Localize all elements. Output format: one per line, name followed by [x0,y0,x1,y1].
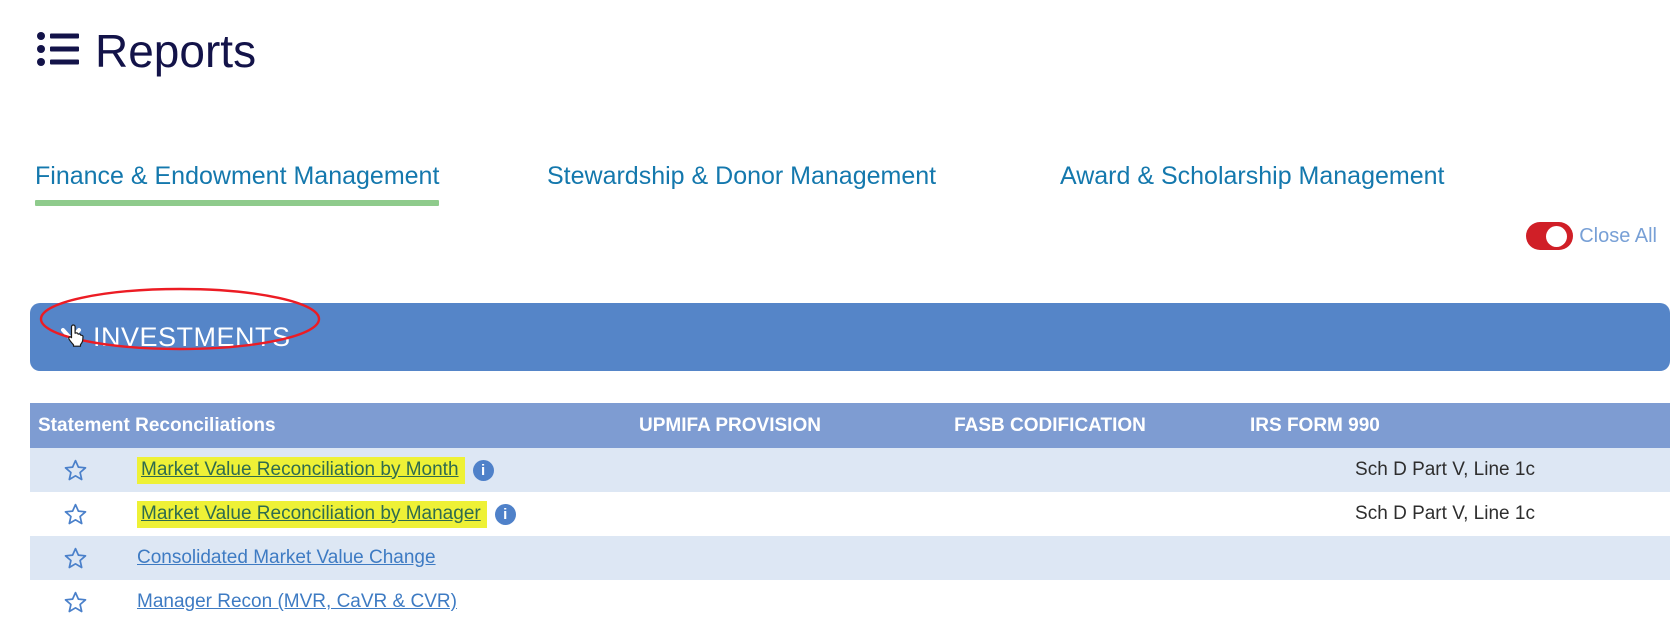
report-link-consolidated-market-value-change[interactable]: Consolidated Market Value Change [137,547,436,568]
investments-report-table: Statement Reconciliations UPMIFA PROVISI… [30,403,1670,624]
table-header-row: Statement Reconciliations UPMIFA PROVISI… [30,403,1670,448]
section-title: INVESTMENTS [93,321,291,352]
toggle-knob [1546,225,1568,247]
table-row: Market Value Reconciliation by Month i S… [30,448,1670,492]
irs-form-990-cell: Sch D Part V, Line 1c [1355,503,1535,524]
page-header: Reports [36,24,256,78]
column-header-statement-reconciliations: Statement Reconciliations [38,414,276,436]
favorite-star-icon[interactable] [30,502,120,526]
column-header-irs-form-990: IRS FORM 990 [1250,414,1380,436]
tab-bar: Finance & Endowment Management Stewardsh… [0,162,1675,212]
report-link-market-value-reconciliation-by-manager[interactable]: Market Value Reconciliation by Manager [137,500,487,528]
section-header-investments[interactable]: INVESTMENTS [30,303,1670,371]
report-link-market-value-reconciliation-by-month[interactable]: Market Value Reconciliation by Month [137,456,465,484]
report-link-manager-recon-mvr-cavr-cvr[interactable]: Manager Recon (MVR, CaVR & CVR) [137,591,457,612]
irs-form-990-cell: Sch D Part V, Line 1c [1355,459,1535,480]
table-row: Market Value Reconciliation by Manager i… [30,492,1670,536]
tab-award-scholarship-management[interactable]: Award & Scholarship Management [1060,162,1445,190]
chevron-down-icon[interactable] [60,327,82,348]
table-row: Manager Recon (MVR, CaVR & CVR) [30,580,1670,624]
page-title: Reports [95,25,257,77]
favorite-star-icon[interactable] [30,590,120,614]
close-all-toggle[interactable] [1526,222,1574,250]
tab-finance-endowment-management[interactable]: Finance & Endowment Management [35,162,439,206]
info-icon[interactable]: i [472,459,494,481]
table-row: Consolidated Market Value Change [30,536,1670,580]
column-header-fasb-codification: FASB CODIFICATION [954,414,1146,436]
favorite-star-icon[interactable] [30,458,120,482]
info-icon[interactable]: i [494,503,516,525]
column-header-upmifa-provision: UPMIFA PROVISION [639,414,821,436]
list-icon [36,29,80,74]
close-all-label: Close All [1579,224,1657,247]
close-all-control: Close All [1526,222,1657,250]
tab-stewardship-donor-management[interactable]: Stewardship & Donor Management [547,162,937,190]
favorite-star-icon[interactable] [30,546,120,570]
